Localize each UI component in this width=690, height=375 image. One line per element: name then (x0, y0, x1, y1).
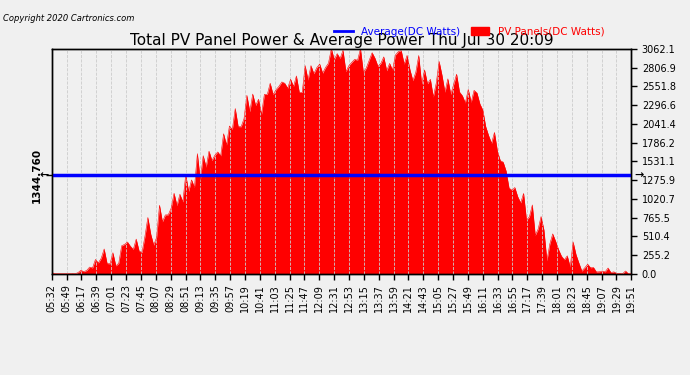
Text: →: → (634, 170, 644, 180)
Text: Copyright 2020 Cartronics.com: Copyright 2020 Cartronics.com (3, 13, 135, 22)
Text: ←: ← (39, 170, 49, 180)
Legend: Average(DC Watts), PV Panels(DC Watts): Average(DC Watts), PV Panels(DC Watts) (330, 22, 609, 41)
Title: Total PV Panel Power & Average Power Thu Jul 30 20:09: Total PV Panel Power & Average Power Thu… (130, 33, 553, 48)
